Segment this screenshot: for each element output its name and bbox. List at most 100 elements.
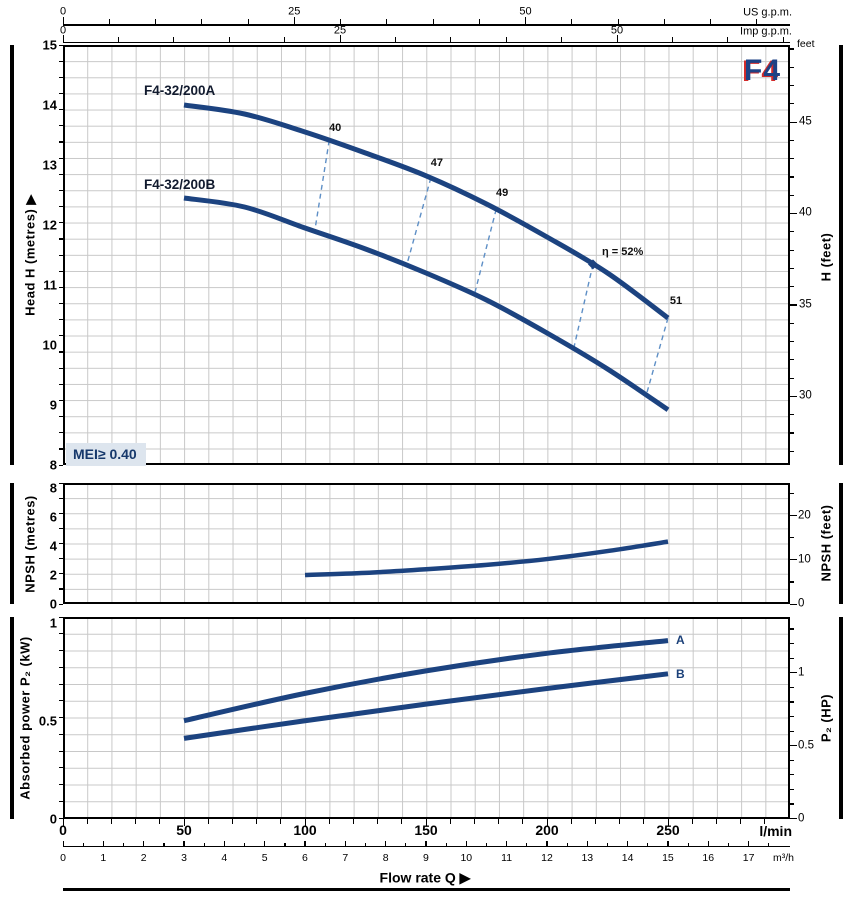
p2-curve-label-B: B (676, 667, 685, 681)
p2-hp-tick (790, 686, 794, 688)
head-m-grid-tick (58, 383, 63, 385)
head-axis-title: Head H (metres) ▶ (22, 194, 38, 316)
p2-kw-grid-tick (58, 750, 63, 752)
head-ft-tick (790, 158, 794, 160)
m3h-tick-label: 5 (261, 851, 268, 864)
p2-plot-area (63, 617, 790, 819)
npsh-ft-major-tick (790, 559, 797, 561)
us-gpm-tick (756, 19, 758, 24)
m3h-tick (506, 840, 508, 847)
head-m-grid-tick (58, 92, 63, 95)
lmin-tick-label: 250 (656, 822, 680, 838)
head-ft-tick (790, 286, 794, 288)
p2-hp-tick (790, 643, 794, 645)
npsh-m-grid-tick (58, 482, 63, 484)
head-m-tick-label: 8 (49, 457, 57, 473)
us-gpm-unit-label: US g.p.m. (743, 6, 792, 19)
head-m-grid-tick (58, 125, 63, 127)
npsh-m-tick-label: 0 (49, 596, 57, 612)
lmin-tick-label: 50 (176, 822, 192, 838)
feet-unit-label: feet (797, 37, 815, 50)
m3h-tick (324, 842, 326, 847)
head-ft-tick (790, 84, 794, 87)
us-gpm-tick-label: 25 (288, 5, 301, 18)
npsh-m-grid-tick (58, 588, 63, 590)
head-m-grid-tick (58, 222, 63, 224)
npsh-plot-area (63, 483, 790, 604)
npsh-ft-tick (790, 493, 794, 495)
head-feet-axis-title: H (feet) (818, 232, 834, 282)
us-gpm-axis-line (63, 24, 790, 26)
m3h-tick-label: 4 (221, 851, 228, 864)
m3h-tick-label: 15 (662, 851, 674, 864)
head-m-tick-label: 15 (42, 37, 57, 53)
left-bar-npsh (10, 483, 14, 604)
head-m-grid-tick (58, 399, 63, 402)
imp-gpm-tick (505, 36, 507, 42)
head-m-grid-tick (58, 254, 63, 256)
lmin-unit-label: l/min (759, 823, 792, 839)
imp-gpm-tick (284, 36, 286, 42)
npsh-m-tick-label: 8 (49, 480, 57, 496)
us-gpm-tick (710, 19, 712, 24)
lmin-tick (449, 819, 451, 824)
curve-label-200B: F4-32/200B (144, 177, 216, 192)
lmin-tick (522, 819, 524, 824)
us-gpm-tick (340, 19, 342, 24)
head-m-grid-tick (58, 448, 63, 450)
m3h-tick-label: 12 (541, 851, 553, 864)
head-ft-major-tick (790, 304, 797, 306)
imp-gpm-unit-label: Imp g.p.m. (740, 25, 792, 38)
efficiency-label: 51 (669, 295, 683, 307)
p2-kw-grid-tick (58, 817, 63, 819)
head-m-grid-tick (58, 270, 63, 272)
p2-kw-grid-tick (58, 733, 63, 735)
m3h-tick (243, 842, 246, 847)
right-bar-p2 (839, 617, 843, 819)
head-m-grid-tick (58, 206, 63, 208)
m3h-tick (364, 842, 367, 847)
head-ft-tick (790, 139, 794, 141)
head-m-tick-label: 10 (42, 337, 57, 353)
head-m-grid-tick (58, 76, 63, 78)
lmin-major-tick (425, 819, 427, 826)
us-gpm-tick (247, 19, 249, 24)
head-m-grid-tick (58, 432, 63, 434)
left-bar-p2 (10, 617, 14, 819)
p2-kw-grid-tick (58, 666, 63, 668)
lmin-tick (498, 819, 500, 824)
m3h-tick (223, 840, 225, 847)
head-ft-tick (790, 414, 794, 416)
head-m-tick-label: 13 (42, 157, 57, 173)
imp-gpm-tick (173, 36, 175, 42)
npsh-ft-tick (790, 581, 794, 583)
m3h-tick (102, 840, 105, 847)
p2-kw-tick-label: 1 (49, 615, 57, 631)
us-gpm-tick (663, 19, 665, 24)
head-m-grid-tick (58, 189, 63, 192)
m3h-tick (183, 840, 185, 847)
efficiency-label: η = 52% (601, 246, 644, 259)
p2-hp-tick (790, 788, 794, 791)
p2-kw-grid-tick (58, 800, 63, 802)
lmin-tick (328, 819, 330, 824)
imp-gpm-tick (782, 36, 784, 42)
m3h-tick (526, 842, 528, 847)
head-ft-tick (790, 176, 794, 178)
lmin-tick (135, 819, 137, 824)
lmin-tick (159, 819, 161, 824)
m3h-tick-label: 9 (423, 851, 429, 864)
npsh-m-grid-tick (58, 558, 63, 560)
p2-kw-grid-tick (58, 717, 63, 719)
lmin-tick (86, 819, 88, 824)
npsh-m-tick-label: 4 (49, 538, 57, 554)
head-m-tick-label: 11 (43, 277, 57, 293)
p2-axis-title: Absorbed power P₂ (kW) (17, 636, 33, 800)
m3h-tick (143, 840, 145, 847)
head-plot-area (63, 45, 790, 465)
head-m-tick-label: 12 (42, 217, 57, 233)
lmin-tick (473, 819, 476, 824)
m3h-tick-label: 2 (140, 851, 147, 864)
p2-hp-tick (790, 657, 794, 659)
m3h-tick (606, 842, 609, 847)
